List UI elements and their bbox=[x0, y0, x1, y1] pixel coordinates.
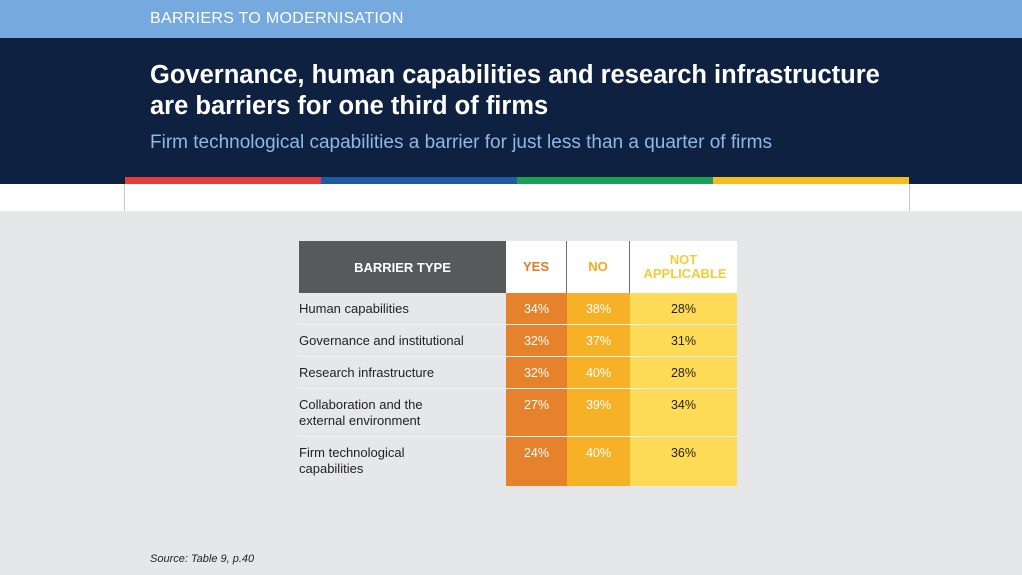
yes-value: 24% bbox=[523, 446, 550, 460]
barrier-name: Human capabilities bbox=[299, 301, 409, 316]
yes-value: 32% bbox=[523, 366, 550, 380]
barrier-name: Collaboration and the external environme… bbox=[299, 397, 423, 428]
table-header: BARRIER TYPE YES NO NOT APPLICABLE bbox=[299, 241, 737, 293]
na-value: 28% bbox=[670, 366, 697, 380]
section-bar: BARRIERS TO MODERNISATION bbox=[0, 0, 1022, 38]
stripe-green bbox=[517, 177, 713, 184]
yes-value: 27% bbox=[523, 398, 550, 412]
chart-subtitle: Firm technological capabilities a barrie… bbox=[150, 132, 772, 153]
stripe-blue bbox=[321, 177, 517, 184]
barrier-name: Firm technological capabilities bbox=[299, 445, 405, 476]
no-value: 40% bbox=[585, 366, 612, 380]
band-edge-left bbox=[124, 184, 125, 211]
header-yes: YES bbox=[506, 241, 567, 293]
white-band bbox=[0, 184, 1022, 211]
band-edge-right bbox=[909, 184, 910, 211]
no-value: 39% bbox=[585, 398, 612, 412]
header-no: NO bbox=[567, 241, 630, 293]
row-divider bbox=[299, 324, 737, 325]
na-value: 36% bbox=[670, 446, 697, 460]
table-row: Research infrastructure 32% 40% 28% bbox=[299, 357, 737, 389]
stripe-yellow bbox=[713, 177, 909, 184]
yes-column-fill bbox=[506, 293, 567, 486]
no-value: 40% bbox=[585, 446, 612, 460]
no-column-fill bbox=[567, 293, 630, 486]
stripe-red bbox=[125, 177, 321, 184]
na-value: 28% bbox=[670, 302, 697, 316]
yes-value: 34% bbox=[523, 302, 550, 316]
chart-title: Governance, human capabilities and resea… bbox=[150, 61, 880, 120]
header-not-applicable-label: NOT APPLICABLE bbox=[643, 252, 727, 281]
row-divider bbox=[299, 388, 737, 389]
header-panel: Governance, human capabilities and resea… bbox=[0, 38, 1022, 185]
row-divider bbox=[299, 436, 737, 437]
header-barrier-type: BARRIER TYPE bbox=[299, 241, 506, 293]
yes-value: 32% bbox=[523, 334, 550, 348]
no-value: 37% bbox=[585, 334, 612, 348]
no-value: 38% bbox=[585, 302, 612, 316]
section-label: BARRIERS TO MODERNISATION bbox=[150, 10, 404, 27]
table-row: Human capabilities 34% 38% 28% bbox=[299, 293, 737, 325]
na-value: 31% bbox=[670, 334, 697, 348]
table-row: Collaboration and the external environme… bbox=[299, 389, 737, 437]
table-row: Governance and institutional 32% 37% 31% bbox=[299, 325, 737, 357]
row-divider bbox=[299, 356, 737, 357]
na-column-fill bbox=[630, 293, 737, 486]
barrier-name: Research infrastructure bbox=[299, 365, 435, 380]
header-not-applicable: NOT APPLICABLE bbox=[630, 241, 737, 293]
table-row: Firm technological capabilities 24% 40% … bbox=[299, 437, 737, 486]
barrier-name: Governance and institutional bbox=[299, 333, 464, 348]
na-value: 34% bbox=[670, 398, 697, 412]
source-note: Source: Table 9, p.40 bbox=[150, 553, 255, 565]
